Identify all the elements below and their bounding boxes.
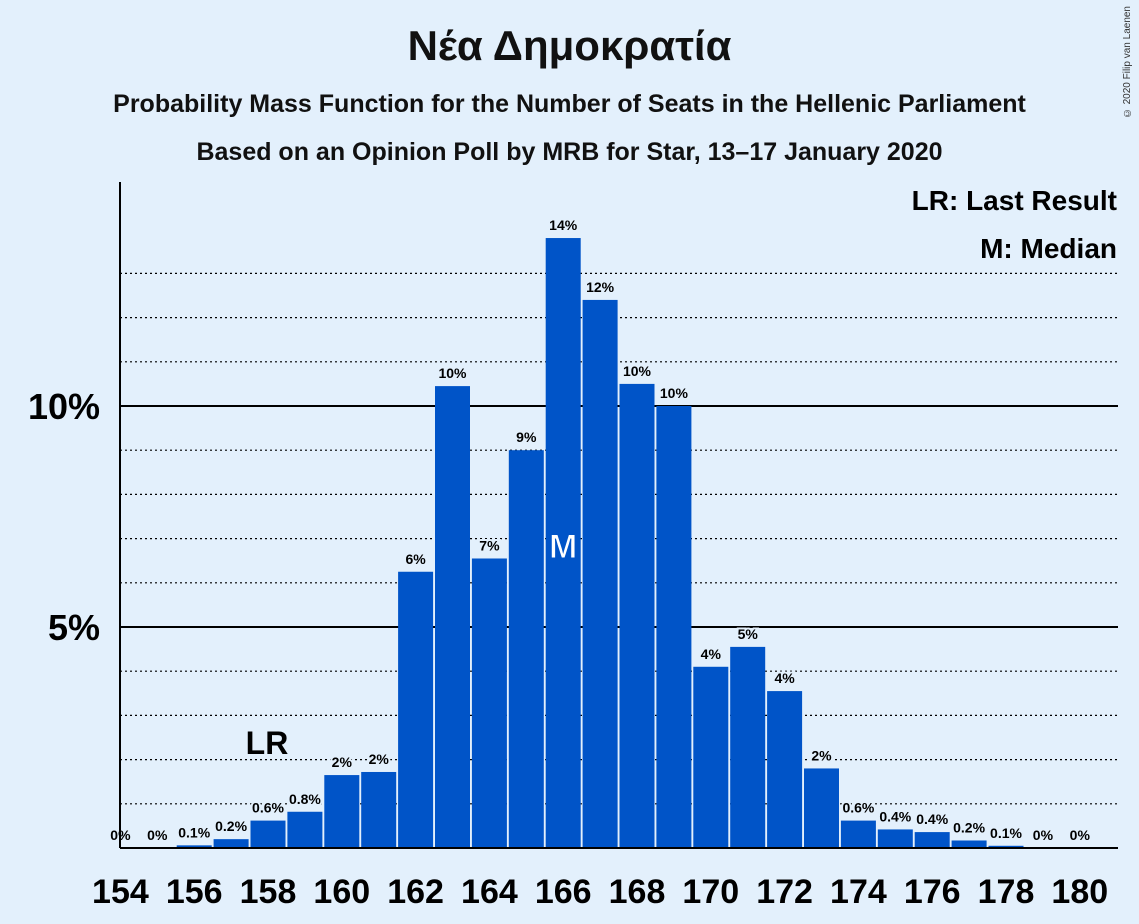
bar xyxy=(767,691,803,848)
bar-value-label: 0.2% xyxy=(953,819,985,835)
x-tick-label: 160 xyxy=(313,873,370,911)
x-tick-label: 168 xyxy=(609,873,666,911)
legend-median: M: Median xyxy=(980,233,1117,264)
x-tick-label: 176 xyxy=(904,873,961,911)
bar-value-label: 12% xyxy=(586,279,615,295)
bar-value-label: 0.1% xyxy=(178,824,210,840)
bar xyxy=(250,820,286,848)
bar-value-label: 0.8% xyxy=(289,791,321,807)
bar-value-label: 14% xyxy=(549,217,578,233)
bar xyxy=(324,775,360,848)
x-tick-label: 178 xyxy=(978,873,1035,911)
x-tick-label: 154 xyxy=(92,873,149,911)
bar-value-label: 10% xyxy=(623,363,652,379)
median-marker: M xyxy=(549,528,577,566)
x-tick-label: 156 xyxy=(166,873,223,911)
bar-value-label: 10% xyxy=(660,385,689,401)
bar-value-label: 2% xyxy=(369,751,390,767)
bar xyxy=(287,811,323,848)
chart-source: Based on an Opinion Poll by MRB for Star… xyxy=(196,138,943,166)
last-result-marker: LR xyxy=(246,725,289,761)
bar xyxy=(619,383,655,848)
chart-subtitle: Probability Mass Function for the Number… xyxy=(113,90,1026,118)
bar-value-label: 4% xyxy=(701,646,722,662)
bar xyxy=(471,558,507,848)
bar-value-label: 0.4% xyxy=(879,808,911,824)
bar xyxy=(656,406,692,848)
x-tick-label: 164 xyxy=(461,873,518,911)
bar-value-label: 6% xyxy=(405,551,426,567)
bar xyxy=(508,450,544,848)
bar xyxy=(582,299,618,848)
bar xyxy=(176,845,212,848)
bar-value-label: 4% xyxy=(774,670,795,686)
bar xyxy=(877,829,913,848)
x-tick-label: 174 xyxy=(830,873,887,911)
bar-value-label: 0.6% xyxy=(842,800,874,816)
bar xyxy=(398,571,434,848)
bar xyxy=(804,768,839,848)
bar-value-label: 2% xyxy=(811,747,832,763)
x-tick-label: 180 xyxy=(1051,873,1108,911)
bar-value-label: 7% xyxy=(479,537,500,553)
bar-value-label: 0.4% xyxy=(916,811,948,827)
y-tick-label: 10% xyxy=(28,386,100,427)
x-tick-label: 166 xyxy=(535,873,592,911)
bar-value-label: 10% xyxy=(438,365,467,381)
legend-last-result: LR: Last Result xyxy=(912,185,1117,216)
bar-value-label: 0.2% xyxy=(215,818,247,834)
bar xyxy=(213,839,249,848)
bar-value-label: 0% xyxy=(1033,827,1054,843)
bar-value-label: 2% xyxy=(332,754,353,770)
bar-value-label: 0.6% xyxy=(252,800,284,816)
bar xyxy=(840,820,876,848)
bar xyxy=(361,771,397,848)
bar xyxy=(435,386,470,848)
bar xyxy=(693,666,729,848)
bar xyxy=(914,832,950,848)
bar-value-label: 0.1% xyxy=(990,825,1022,841)
x-tick-label: 170 xyxy=(682,873,739,911)
bar xyxy=(730,646,766,848)
y-tick-label: 5% xyxy=(48,607,100,648)
bar-value-label: 0% xyxy=(1070,827,1091,843)
bar xyxy=(545,238,581,849)
bar xyxy=(988,845,1024,848)
bar-value-label: 9% xyxy=(516,429,537,445)
chart-title: Νέα Δημοκρατία xyxy=(407,22,732,69)
bar xyxy=(951,840,987,848)
bar-value-label: 5% xyxy=(738,626,759,642)
x-tick-label: 172 xyxy=(756,873,813,911)
x-tick-label: 158 xyxy=(240,873,297,911)
bar-value-label: 0% xyxy=(147,827,168,843)
x-tick-label: 162 xyxy=(387,873,444,911)
